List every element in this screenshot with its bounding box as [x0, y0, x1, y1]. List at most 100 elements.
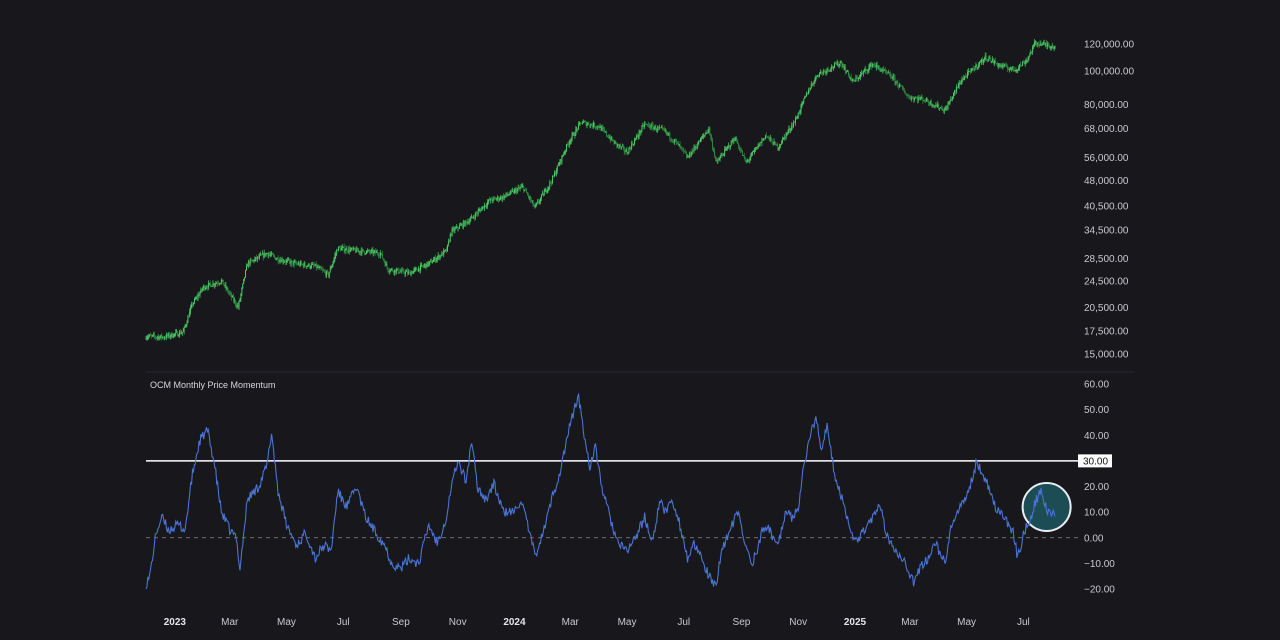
x-axis: 2023 Mar May Jul Sep Nov 2024 Mar May Jul Sep Nov 20…	[164, 617, 1030, 628]
price-candle	[179, 330, 180, 339]
price-candle	[653, 126, 655, 130]
price-candle	[824, 69, 826, 76]
price-candle	[299, 260, 301, 267]
price-candle	[169, 334, 171, 340]
price-candle	[214, 283, 216, 289]
price-candle	[190, 304, 192, 315]
price-candle	[931, 103, 933, 108]
price-candle	[385, 260, 387, 266]
price-candle	[690, 152, 692, 158]
price-candle	[324, 269, 326, 274]
price-candle	[354, 246, 356, 254]
price-candle	[596, 125, 598, 131]
price-candle	[183, 326, 185, 335]
price-candle	[899, 82, 901, 88]
x-tick-label: Nov	[449, 617, 467, 628]
price-candle	[901, 84, 903, 91]
price-candle	[250, 257, 252, 263]
price-candle	[215, 281, 217, 288]
momentum-pane[interactable]: 30.00	[145, 392, 1112, 590]
price-candle	[874, 62, 875, 69]
price-candle	[286, 258, 287, 266]
price-pane[interactable]	[145, 39, 1056, 342]
price-candle	[762, 138, 764, 141]
price-y-tick: 48,000.00	[1084, 176, 1129, 187]
price-candle	[251, 259, 253, 262]
price-candle	[482, 206, 484, 210]
price-candle	[1024, 59, 1026, 67]
price-candle	[831, 64, 833, 72]
price-candle	[917, 95, 919, 104]
price-candle	[216, 281, 218, 284]
price-candle	[382, 257, 384, 261]
price-candle	[746, 158, 748, 164]
price-candle	[315, 261, 317, 271]
price-candle	[823, 69, 825, 73]
price-candle	[821, 70, 822, 76]
price-candle	[184, 323, 186, 328]
price-candle	[146, 335, 148, 341]
price-candle	[433, 256, 434, 263]
price-candle	[1042, 41, 1044, 45]
price-candle	[160, 334, 162, 339]
price-candle	[294, 259, 296, 263]
price-candle	[516, 188, 518, 194]
price-candle	[869, 62, 871, 70]
price-candle	[263, 249, 265, 259]
price-candle	[389, 268, 391, 275]
price-candle	[701, 133, 703, 139]
price-candle	[1006, 62, 1008, 68]
price-candle	[672, 139, 674, 144]
price-candle	[1022, 59, 1024, 63]
price-candle	[530, 197, 532, 202]
price-candle	[331, 264, 333, 269]
price-candle	[553, 170, 555, 178]
price-candle	[563, 151, 565, 157]
price-candle	[995, 62, 997, 65]
price-candle	[814, 76, 816, 84]
price-candle	[989, 55, 991, 59]
price-candle	[310, 265, 312, 270]
price-candle	[718, 157, 720, 161]
price-candle	[1010, 67, 1012, 72]
price-candle	[817, 74, 819, 78]
price-candle	[997, 62, 999, 70]
price-candle	[676, 141, 678, 145]
price-candle	[623, 146, 625, 155]
price-candle	[186, 320, 188, 328]
price-candle	[983, 57, 985, 63]
price-candle	[415, 266, 417, 272]
price-candle	[326, 270, 327, 279]
price-candle	[336, 248, 338, 256]
price-candle	[811, 82, 813, 87]
price-candle	[508, 194, 510, 196]
price-candle	[503, 194, 505, 201]
price-candle	[776, 144, 778, 146]
price-candle	[574, 131, 576, 139]
price-candle	[576, 126, 578, 132]
price-candle	[629, 146, 631, 150]
price-candle	[851, 77, 853, 83]
price-candle	[380, 252, 382, 256]
price-candle	[807, 92, 808, 95]
price-candle	[1035, 40, 1036, 46]
price-candle	[316, 264, 318, 269]
price-candle	[559, 158, 561, 166]
price-candle	[793, 120, 795, 129]
price-candle	[744, 156, 746, 162]
price-candle	[702, 133, 704, 140]
price-candle	[729, 145, 731, 150]
price-candle	[1012, 66, 1014, 72]
price-candle	[445, 248, 447, 252]
price-candle	[856, 75, 858, 79]
price-candle	[758, 143, 760, 147]
price-candle	[790, 127, 792, 134]
price-candle	[302, 263, 304, 269]
price-candle	[256, 254, 258, 262]
price-candle	[741, 149, 743, 157]
price-candle	[320, 265, 322, 271]
price-candle	[680, 145, 682, 150]
price-candle	[644, 121, 646, 129]
price-candle	[312, 261, 313, 265]
